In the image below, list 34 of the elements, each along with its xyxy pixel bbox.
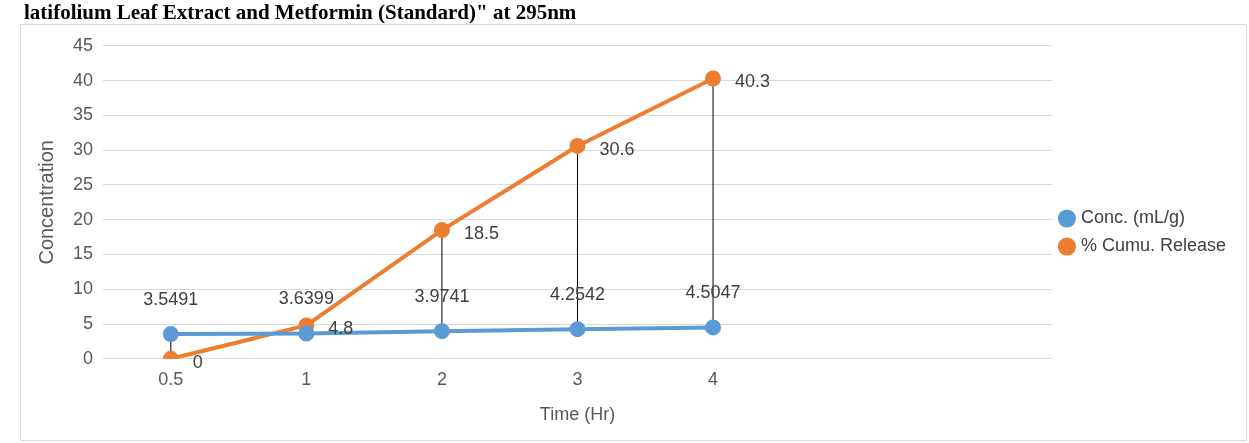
legend-label: % Cumu. Release	[1080, 235, 1227, 256]
y-tick-label: 10	[72, 278, 94, 299]
data-label: 18.5	[463, 223, 499, 244]
point	[433, 323, 450, 340]
y-tick-label: 35	[72, 104, 94, 125]
point	[433, 222, 450, 239]
data-label: 0	[192, 351, 203, 372]
point	[569, 137, 586, 154]
x-tick-label: 0.5	[158, 368, 184, 389]
chart-title: latifolium Leaf Extract and Metformin (Standard)" at 295nm	[23, 0, 578, 24]
y-axis-title: Concentration	[34, 140, 57, 265]
y-tick-label: 40	[72, 69, 94, 90]
y-tick-label: 20	[72, 208, 94, 229]
point	[705, 70, 722, 87]
y-tick-label: 30	[72, 139, 94, 160]
x-tick-label: 3	[572, 368, 583, 389]
x-tick-label: 4	[708, 368, 719, 389]
x-tick-label: 2	[436, 368, 447, 389]
point	[705, 319, 722, 336]
point	[298, 325, 315, 342]
data-label: 3.5491	[143, 289, 199, 310]
x-tick-label: 1	[301, 368, 312, 389]
y-tick-label: 25	[72, 173, 94, 194]
data-label: 40.3	[735, 71, 771, 92]
point	[162, 326, 179, 343]
y-tick-label: 45	[72, 34, 94, 55]
y-tick-label: 0	[83, 347, 94, 368]
x-axis-title: Time (Hr)	[539, 404, 616, 425]
y-tick-label: 5	[83, 312, 94, 333]
point	[569, 321, 586, 338]
legend-label: Conc. (mL/g)	[1080, 207, 1185, 228]
data-label: 30.6	[599, 138, 635, 159]
data-label: 3.6399	[278, 288, 334, 309]
y-tick-label: 15	[72, 243, 94, 264]
